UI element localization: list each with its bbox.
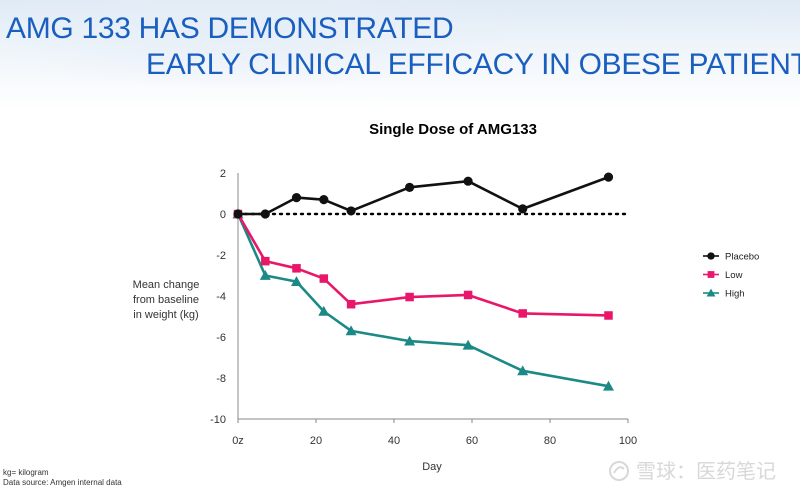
x-tick-label: 40 — [388, 435, 400, 447]
data-point — [405, 182, 415, 192]
y-tick-label: -2 — [216, 250, 226, 262]
chart-title: Single Dose of AMG133 — [369, 121, 537, 138]
data-point — [518, 204, 528, 214]
footnote-kg: kg= kilogram — [3, 468, 49, 477]
x-tick-label: 0z — [232, 435, 244, 447]
series-low — [233, 209, 613, 320]
y-tick-label: -4 — [216, 291, 226, 303]
y-tick-label: -8 — [216, 373, 226, 385]
data-point — [463, 176, 473, 186]
legend-label: Placebo — [725, 252, 759, 263]
snowball-logo-icon — [609, 461, 630, 481]
series-high — [232, 208, 614, 391]
y-axis-label: Mean change from baseline in weight (kg) — [133, 279, 200, 321]
y-axis-label-line: in weight (kg) — [133, 309, 198, 321]
data-point — [346, 299, 356, 309]
data-point — [707, 252, 715, 260]
x-tick-label: 80 — [544, 435, 556, 447]
data-point — [463, 290, 473, 300]
y-axis-label-line: from baseline — [133, 294, 199, 306]
y-tick-label: -10 — [210, 414, 226, 426]
legend-label: High — [725, 289, 745, 300]
x-axis-label: Day — [422, 461, 442, 473]
y-tick-label: 2 — [220, 168, 226, 180]
y-axis-label-line: Mean change — [133, 279, 200, 291]
data-point — [291, 193, 302, 203]
x-tick-label: 100 — [619, 435, 637, 447]
data-point — [291, 276, 302, 287]
legend: Placebo Low High — [703, 252, 759, 300]
x-tick-label: 60 — [466, 435, 478, 447]
data-point — [404, 335, 416, 346]
data-point — [517, 365, 529, 376]
data-point — [319, 195, 329, 205]
watermark-text: 雪球：医药笔记 — [636, 461, 776, 483]
data-point — [346, 206, 356, 216]
slide-title-line-2: EARLY CLINICAL EFFICACY IN OBESE PATIENT… — [146, 48, 800, 81]
data-point — [603, 172, 614, 182]
slide-title-line-1: AMG 133 HAS DEMONSTRATED — [6, 12, 454, 45]
data-point — [319, 274, 329, 283]
data-point — [603, 380, 614, 391]
y-tick-label: -6 — [216, 332, 226, 344]
series-placebo — [233, 172, 614, 219]
data-point — [233, 209, 243, 219]
series-line — [236, 213, 609, 388]
x-tick-label: 20 — [310, 435, 322, 447]
data-point — [261, 256, 270, 266]
data-point — [260, 209, 270, 219]
data-point — [518, 309, 527, 318]
y-tick-label: 0 — [220, 209, 226, 221]
data-point — [462, 339, 474, 350]
data-point — [292, 264, 301, 273]
data-point — [604, 311, 613, 320]
footnote-data-source: Data source: Amgen internal data — [3, 478, 122, 487]
data-point — [259, 270, 271, 280]
data-point — [405, 292, 414, 302]
data-point — [318, 305, 330, 316]
legend-label: Low — [725, 270, 743, 281]
watermark: 雪球：医药笔记 — [608, 455, 776, 484]
data-point — [707, 271, 715, 278]
data-point — [345, 325, 357, 336]
data-point — [706, 288, 716, 297]
